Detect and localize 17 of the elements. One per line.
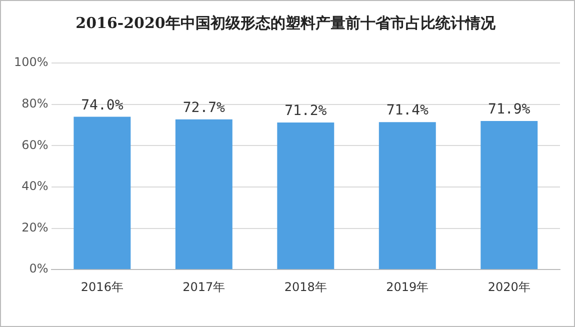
x-tick-label: 2019年 bbox=[386, 280, 429, 294]
x-tick-label: 2018年 bbox=[284, 280, 327, 294]
y-tick-label: 100% bbox=[14, 55, 48, 70]
y-tick-label: 60% bbox=[22, 138, 48, 152]
chart-title: 2016-2020年中国初级形态的塑料产量前十省市占比统计情况 bbox=[76, 14, 496, 32]
x-tick-label: 2020年 bbox=[488, 280, 530, 294]
data-label: 71.4% bbox=[386, 102, 430, 119]
x-tick-label: 2016年 bbox=[80, 280, 124, 294]
y-tick-label: 0% bbox=[29, 262, 48, 276]
data-label: 71.9% bbox=[488, 102, 531, 118]
y-tick-label: 80% bbox=[22, 96, 48, 110]
x-tick-label: 2017年 bbox=[182, 280, 226, 294]
data-label: 71.2% bbox=[284, 103, 328, 120]
y-tick-label: 40% bbox=[22, 179, 48, 194]
data-label: 72.7% bbox=[182, 100, 226, 116]
data-label: 74.0% bbox=[81, 97, 124, 114]
y-tick-label: 20% bbox=[22, 220, 48, 234]
